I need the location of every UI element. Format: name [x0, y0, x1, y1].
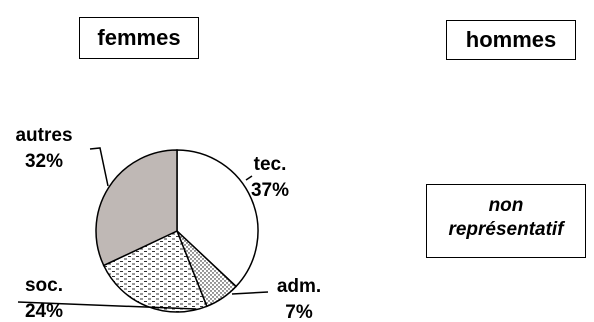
- slice-label-autres: autres: [15, 125, 72, 146]
- leader-line-autres: [89, 147, 109, 187]
- slice-label-soc: soc.: [25, 275, 63, 296]
- leader-line-soc: [17, 301, 197, 310]
- pie-slice-tec: [176, 149, 259, 288]
- slice-value-soc: 24%: [25, 301, 63, 322]
- chart-title-hommes: hommes: [446, 20, 576, 60]
- leader-line-tec: [245, 175, 253, 181]
- slice-value-tec: 37%: [251, 180, 289, 201]
- slice-value-adm: 7%: [285, 302, 313, 322]
- non-representative-note: non représentatif: [426, 184, 586, 258]
- note-line-1: non: [488, 195, 524, 216]
- chart-title-femmes: femmes: [79, 17, 199, 59]
- pie-slice-autres: [95, 149, 178, 267]
- slice-label-adm: adm.: [277, 276, 321, 297]
- note-line-2: représentatif: [448, 219, 564, 240]
- slice-value-autres: 32%: [25, 151, 63, 172]
- slice-label-tec: tec.: [254, 154, 287, 175]
- pie-slice-soc: [102, 229, 208, 313]
- leader-line-adm: [231, 291, 269, 295]
